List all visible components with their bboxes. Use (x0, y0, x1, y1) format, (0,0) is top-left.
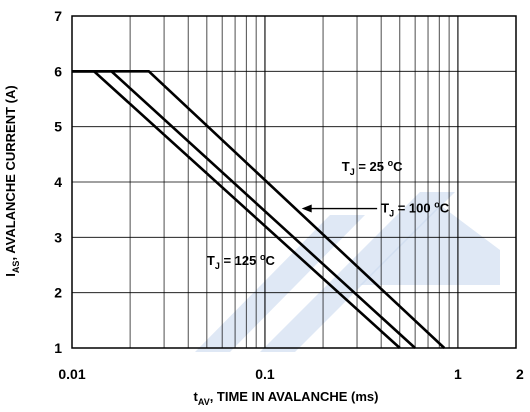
watermark-stripe-3 (360, 205, 500, 285)
y-axis-label-main: I (3, 273, 18, 277)
x-axis-label-rest: , TIME IN AVALANCHE (ms) (210, 389, 379, 404)
annotation-arrowhead-100c (301, 204, 312, 213)
y-tick-label: 3 (54, 229, 62, 245)
x-tick-label: 1 (454, 366, 462, 382)
y-axis-label-sub: AS (11, 261, 21, 274)
y-tick-label: 2 (54, 285, 62, 301)
x-tick-label: 0.1 (255, 366, 275, 382)
y-axis-label-rest: , AVALANCHE CURRENT (A) (3, 85, 18, 260)
watermark-logo (195, 192, 500, 352)
watermark-stripe-2 (260, 192, 455, 352)
annotation-tj-125c: TJ = 125 oC (207, 252, 276, 271)
y-tick-labels: 1 2 3 4 5 6 7 (54, 8, 62, 356)
x-axis-label-sub: AV (198, 397, 210, 407)
plot-frame (71, 15, 517, 349)
watermark-stripe-1 (195, 215, 365, 352)
x-tick-labels: 0.01 0.1 1 2 (58, 366, 524, 382)
y-tick-label: 5 (54, 119, 62, 135)
y-tick-label: 1 (54, 340, 62, 356)
y-axis-label: IAS, AVALANCHE CURRENT (A) (3, 85, 21, 276)
y-tick-label: 4 (54, 174, 62, 190)
grid-lines (72, 16, 516, 348)
x-tick-label: 0.01 (58, 366, 85, 382)
x-axis-label-main: t (194, 389, 199, 404)
x-tick-label: 2 (516, 366, 524, 382)
y-tick-label: 7 (54, 8, 62, 24)
annotation-tj-25c: TJ = 25 oC (342, 158, 403, 177)
y-tick-label: 6 (54, 63, 62, 79)
series-lines (72, 70, 446, 349)
annotation-tj-100c: TJ = 100 oC (381, 199, 450, 218)
x-axis-label: tAV, TIME IN AVALANCHE (ms) (194, 389, 379, 407)
series-line-2 (72, 70, 401, 349)
